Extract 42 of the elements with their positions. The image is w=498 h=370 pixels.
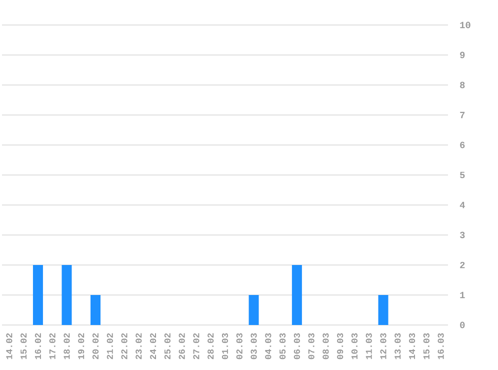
x-tick-label: 18.02 [64, 333, 70, 360]
y-tick-label: 2 [460, 262, 465, 268]
y-tick-label: 3 [460, 232, 465, 238]
y-tick-label: 5 [460, 172, 465, 178]
x-tick-label: 04.03 [265, 333, 272, 360]
x-tick-label: 01.03 [222, 333, 228, 360]
y-tick-label: 1 [460, 292, 465, 298]
x-tick-label: 16.03 [438, 333, 444, 360]
y-tick-label: 4 [460, 202, 465, 208]
x-tick-label: 16.02 [34, 333, 42, 360]
y-tick-label: 0 [460, 322, 465, 328]
x-tick-label: 02.03 [236, 333, 242, 360]
x-tick-label: 25.02 [164, 333, 170, 360]
x-tick-label: 13.03 [394, 333, 401, 360]
x-tick-label: 21.02 [106, 333, 113, 360]
x-tick-label: 19.02 [78, 333, 84, 360]
x-tick-label: 22.02 [121, 333, 128, 360]
x-tick-label: 06.03 [294, 333, 300, 360]
y-tick-label: 7 [460, 112, 465, 118]
x-tick-label: 10.03 [351, 333, 358, 360]
x-tick-label: 11.03 [366, 333, 372, 360]
x-tick-label: 26.02 [178, 333, 185, 360]
x-tick-label: 14.02 [6, 333, 12, 360]
x-tick-label: 15.02 [20, 333, 27, 360]
x-tick-label: 14.03 [408, 333, 416, 360]
x-tick-label: 27.02 [193, 333, 200, 360]
x-tick-label: 12.03 [380, 333, 386, 360]
x-tick-label: 08.03 [322, 333, 329, 360]
x-tick-label: 07.03 [308, 333, 314, 360]
x-tick-label: 28.02 [208, 333, 214, 360]
x-tick-label: 24.02 [150, 333, 156, 360]
x-tick-label: 17.02 [49, 333, 56, 360]
x-tick-label: 23.02 [136, 333, 142, 360]
x-tick-label: 20.02 [92, 333, 99, 360]
x-tick-label: 09.03 [337, 333, 344, 360]
x-tick-label: 15.03 [423, 333, 430, 360]
y-tick-label: 9 [460, 52, 465, 58]
x-tick-label: 03.03 [250, 333, 257, 360]
y-tick-label: 10 [460, 22, 470, 28]
x-tick-label: 05.03 [280, 333, 286, 360]
y-tick-label: 8 [460, 82, 465, 88]
y-tick-label: 6 [460, 142, 465, 148]
